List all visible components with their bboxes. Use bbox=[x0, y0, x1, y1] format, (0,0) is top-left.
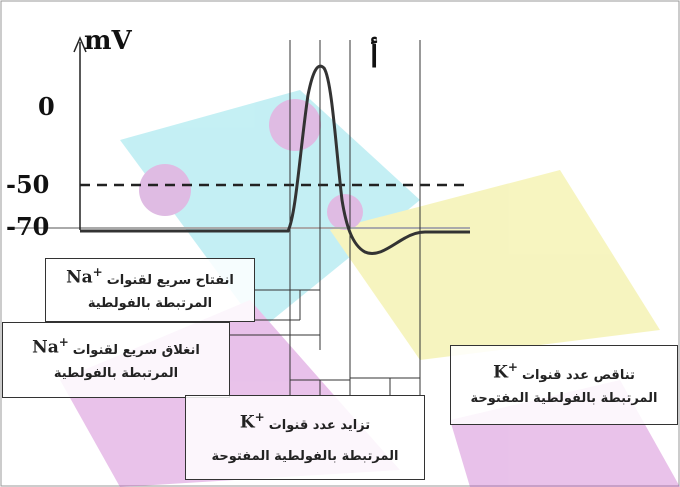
charge: + bbox=[507, 360, 518, 374]
axis-label: mV bbox=[84, 26, 132, 56]
charge: + bbox=[254, 410, 265, 424]
label-text: انفتاح سريع لقنوات bbox=[106, 272, 234, 288]
action-potential-curve bbox=[80, 64, 470, 255]
label-text: المرتبطة بالفولطية المفتوحة bbox=[470, 390, 658, 406]
ion: K bbox=[493, 362, 508, 383]
tick-label: -70 bbox=[6, 212, 50, 241]
phase-lines bbox=[230, 40, 421, 395]
ion: Na bbox=[32, 337, 59, 358]
label-text: تناقص عدد قنوات bbox=[521, 367, 635, 383]
charge: + bbox=[58, 335, 69, 349]
axis-arrow bbox=[73, 36, 87, 53]
tick-label: -50 bbox=[6, 170, 50, 199]
marker: أ bbox=[370, 40, 379, 75]
ion: Na bbox=[66, 267, 93, 288]
charge: + bbox=[92, 265, 103, 279]
label-text: انغلاق سريع لقنوات bbox=[72, 342, 200, 358]
label-box: تزايد عدد قنوات K+ المرتبطة بالفولطية الم… bbox=[185, 395, 425, 480]
label-box: انفتاح سريع لقنوات Na+ المرتبطة بالفولطية bbox=[45, 258, 255, 322]
label-text: المرتبطة بالفولطية bbox=[87, 295, 213, 311]
label-text: المرتبطة بالفولطية bbox=[53, 365, 179, 381]
label-text: المرتبطة بالفولطية المفتوحة bbox=[211, 448, 399, 464]
label-box: تناقص عدد قنوات K+ المرتبطة بالفولطية الم… bbox=[450, 345, 678, 425]
tick-label: 0 bbox=[38, 92, 55, 121]
label-text: تزايد عدد قنوات bbox=[268, 417, 371, 433]
ion: K bbox=[239, 412, 255, 433]
label-box: انغلاق سريع لقنوات Na+ المرتبطة بالفولطية bbox=[2, 322, 230, 398]
